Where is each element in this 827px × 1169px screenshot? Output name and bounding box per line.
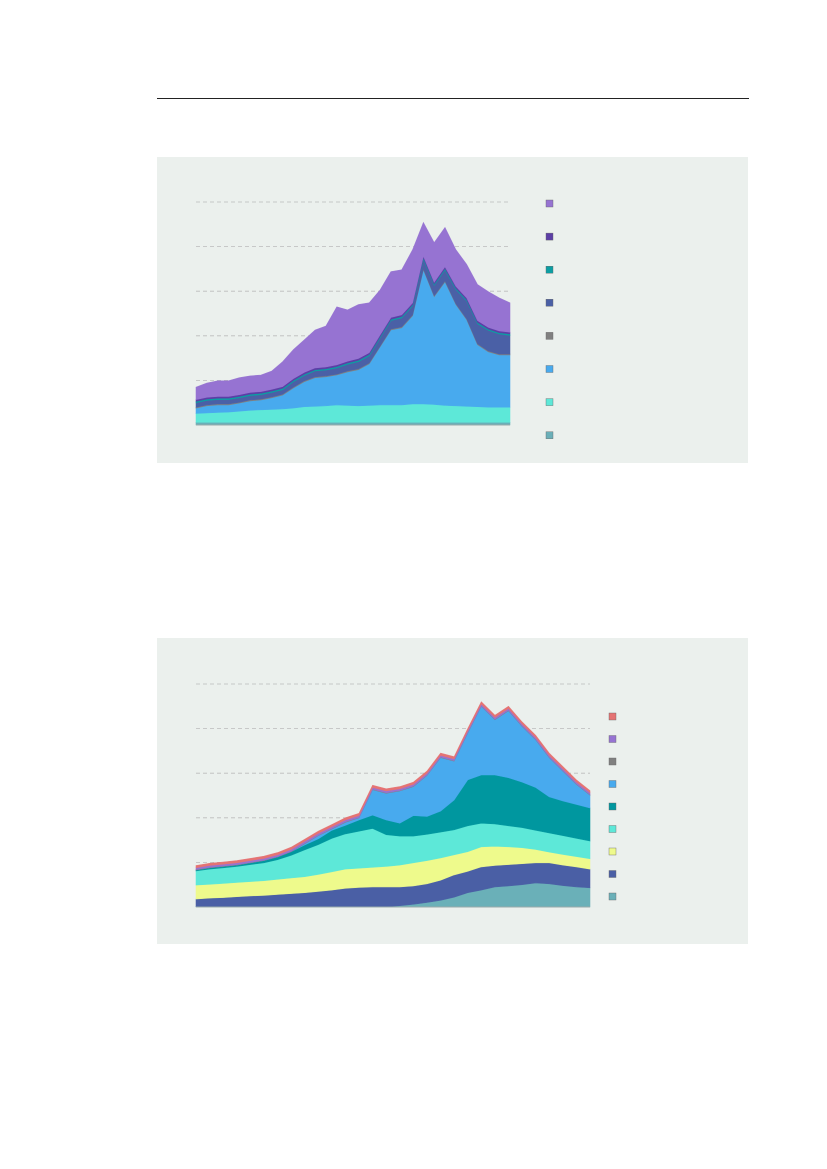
legend-swatch: [608, 825, 617, 833]
legend-swatch: [545, 332, 554, 340]
legend-swatch: [545, 199, 554, 208]
legend-swatch: [608, 757, 617, 766]
legend-swatch: [608, 870, 617, 878]
legend-swatch: [608, 712, 617, 721]
legend-swatch: [608, 802, 617, 811]
legend-swatch: [545, 232, 554, 241]
area: [195, 701, 591, 869]
legend-swatch: [545, 266, 554, 274]
legend-swatch: [608, 735, 617, 743]
area: [195, 221, 511, 400]
legend-swatch: [545, 398, 554, 406]
legend-swatch: [608, 892, 617, 901]
legend-swatch: [608, 847, 617, 856]
legend-swatch: [545, 431, 554, 439]
legend-swatch: [545, 365, 554, 373]
legend-swatch: [608, 780, 617, 788]
legend-swatch: [545, 299, 554, 307]
